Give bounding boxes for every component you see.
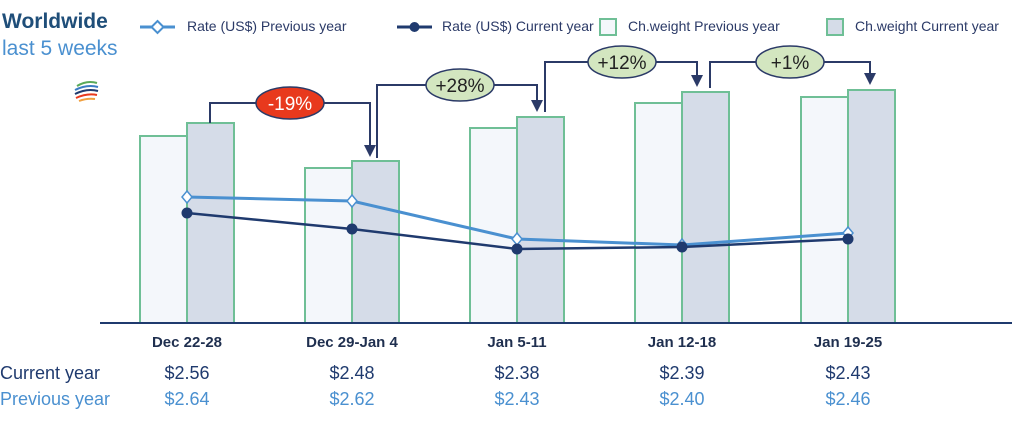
table-value: $2.64 bbox=[164, 389, 210, 409]
chart-title: Worldwide bbox=[2, 10, 108, 33]
change-pill bbox=[255, 86, 325, 120]
point-rate-curr bbox=[346, 223, 358, 235]
change-label: +1% bbox=[771, 53, 810, 74]
table-value: $2.43 bbox=[825, 363, 871, 383]
bar-weight-prev bbox=[634, 102, 683, 324]
table-value: $2.48 bbox=[329, 363, 375, 383]
table-value: $2.40 bbox=[659, 389, 705, 409]
change-pill bbox=[425, 68, 495, 102]
bar-weight-curr bbox=[847, 89, 896, 324]
bar-weight-curr bbox=[351, 160, 400, 324]
point-rate-prev bbox=[181, 189, 193, 205]
point-rate-prev bbox=[346, 193, 358, 209]
legend-swatch-curr bbox=[826, 18, 844, 36]
bar-weight-curr bbox=[186, 122, 235, 324]
x-tick-label: Jan 12-18 bbox=[648, 334, 716, 351]
bar-weight-prev bbox=[304, 167, 353, 324]
legend-rate-curr: Rate (US$) Current year bbox=[442, 18, 594, 34]
legend-circle-icon bbox=[409, 22, 420, 32]
table-value: $2.46 bbox=[825, 389, 871, 409]
change-pill bbox=[755, 45, 825, 79]
arrow-down-icon bbox=[364, 145, 376, 157]
change-label: +12% bbox=[597, 53, 646, 74]
arrow-down-icon bbox=[864, 73, 876, 85]
change-label: -19% bbox=[268, 94, 312, 115]
x-tick-label: Dec 22-28 bbox=[152, 334, 222, 351]
point-rate-curr bbox=[511, 243, 523, 255]
legend-weight-prev: Ch.weight Previous year bbox=[628, 18, 780, 34]
arrow-down-icon bbox=[531, 100, 543, 112]
table-row-label: Current year bbox=[0, 363, 101, 383]
legend-diamond-icon bbox=[150, 19, 165, 35]
change-label: +28% bbox=[435, 76, 484, 97]
table-value: $2.38 bbox=[494, 363, 540, 383]
bar-weight-prev bbox=[469, 127, 518, 324]
x-tick-label: Jan 5-11 bbox=[487, 334, 546, 351]
table-value: $2.39 bbox=[659, 363, 705, 383]
change-pill bbox=[587, 45, 657, 79]
legend-rate-prev: Rate (US$) Previous year bbox=[187, 18, 347, 34]
table-value: $2.43 bbox=[494, 389, 540, 409]
bar-weight-prev bbox=[800, 96, 849, 324]
table-value: $2.56 bbox=[164, 363, 210, 383]
point-rate-curr bbox=[676, 241, 688, 253]
chart-subtitle: last 5 weeks bbox=[2, 37, 118, 60]
table-row-label: Previous year bbox=[0, 389, 111, 409]
x-tick-label: Dec 29-Jan 4 bbox=[306, 334, 398, 351]
point-rate-curr bbox=[181, 207, 193, 219]
bar-weight-curr bbox=[516, 116, 565, 324]
bar-weight-curr bbox=[681, 91, 730, 324]
legend-swatch-prev bbox=[599, 18, 617, 36]
table-value: $2.62 bbox=[329, 389, 375, 409]
bar-weight-prev bbox=[139, 135, 188, 324]
legend-weight-curr: Ch.weight Current year bbox=[855, 18, 999, 34]
arrow-down-icon bbox=[691, 75, 703, 87]
x-tick-label: Jan 19-25 bbox=[814, 334, 882, 351]
point-rate-curr bbox=[842, 233, 854, 245]
